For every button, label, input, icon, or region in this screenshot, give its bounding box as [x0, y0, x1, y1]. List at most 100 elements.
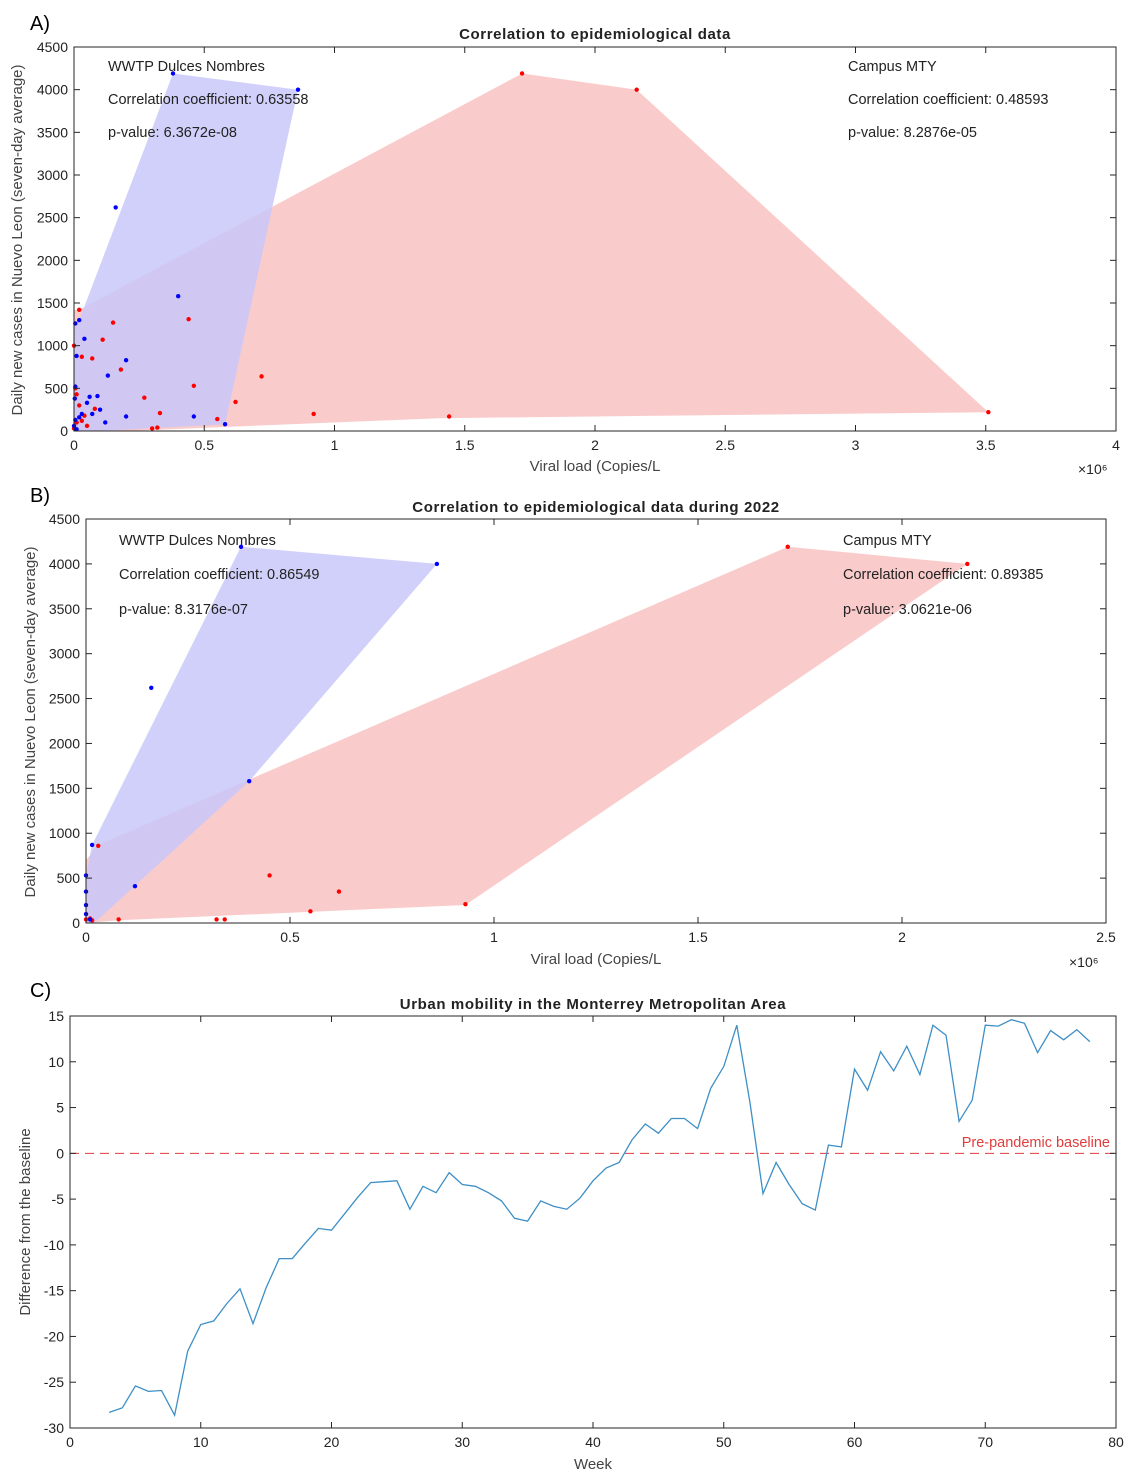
panel-a-y-tick-label: 1500: [37, 295, 68, 311]
b-point-wwtp: [87, 917, 93, 922]
panel-c-x-tick-label: 80: [1108, 1434, 1124, 1450]
panel-b-y-axis-label: Daily new cases in Nuevo Leon (seven-day…: [22, 546, 39, 897]
a-point-campus: [77, 403, 82, 408]
a-point-wwtp: [222, 421, 228, 427]
a-point-wwtp: [97, 407, 103, 412]
a-point-campus: [634, 87, 639, 92]
panel-b-wwtp-coefficient: Correlation coefficient: 0.86549: [119, 567, 319, 583]
b-point-wwtp: [89, 842, 95, 848]
panel-c-y-tick-label: -20: [44, 1328, 64, 1344]
a-point-campus: [77, 307, 82, 313]
panel-b-x-tick-label: 2.5: [1096, 929, 1116, 945]
panel-a-x-tick-label: 0.5: [195, 437, 215, 453]
a-point-campus: [519, 71, 525, 76]
b-point-campus: [965, 561, 970, 567]
panel-c-x-tick-label: 0: [66, 1434, 74, 1450]
a-point-campus: [142, 395, 147, 400]
a-point-campus: [215, 416, 220, 422]
panel-c-y-tick-label: 10: [48, 1054, 64, 1070]
a-point-campus: [311, 411, 316, 417]
b-point-campus: [222, 917, 227, 922]
panel-a-x-tick-label: 1.5: [455, 437, 475, 453]
panel-a-wwtp-coefficient: Correlation coefficient: 0.63558: [108, 92, 308, 108]
panel-a-y-tick-label: 1000: [37, 338, 68, 354]
panel-b-x-axis-label: Viral load (Copies/L: [531, 951, 662, 968]
a-point-wwtp: [77, 317, 82, 323]
a-point-wwtp: [103, 420, 108, 425]
a-point-campus: [110, 320, 116, 325]
panel-a-campus-coefficient: Correlation coefficient: 0.48593: [848, 92, 1048, 108]
a-point-campus: [446, 414, 452, 419]
panel-b: B) 0 0.5 1 1.5 2 2.5 0 500 1000 1500 2000 2500 3000 3…: [22, 485, 1116, 970]
panel-a-y-tick-label: 0: [60, 423, 68, 439]
a-point-wwtp: [90, 411, 95, 417]
panel-b-wwtp-p-value: p-value: 8.3176e-07: [119, 602, 248, 618]
panel-b-y-tick-label: 1000: [49, 825, 80, 841]
panel-c-y-axis-label: Difference from the baseline: [17, 1128, 34, 1315]
a-point-campus: [92, 406, 98, 412]
panel-a-wwtp-group-label: WWTP Dulces Nombres: [108, 59, 265, 75]
panel-a-y-tick-label: 4000: [37, 82, 68, 98]
a-point-wwtp: [295, 87, 301, 92]
panel-b-y-tick-label: 3000: [49, 646, 80, 662]
a-point-wwtp: [123, 414, 129, 419]
panel-a-y-tick-label: 4500: [37, 39, 68, 55]
panel-b-y-tick-label: 4000: [49, 556, 80, 572]
panel-a-wwtp-p-value: p-value: 6.3672e-08: [108, 125, 237, 141]
panel-a-y-tick-label: 3000: [37, 167, 68, 183]
panel-a-y-tick-label: 2000: [37, 252, 68, 268]
b-point-campus: [308, 909, 313, 914]
panel-b-y-tick-label: 1500: [49, 780, 80, 796]
a-point-campus: [74, 392, 79, 397]
panel-c-x-tick-label: 70: [977, 1434, 993, 1450]
a-point-campus: [191, 383, 197, 388]
b-hull-wwtp: [86, 546, 437, 923]
panel-b-x-exponent: ×10⁶: [1069, 954, 1099, 970]
a-point-wwtp: [77, 415, 82, 420]
b-point-campus: [785, 544, 790, 550]
a-point-wwtp: [79, 411, 85, 417]
panel-c-y-tick-label: -30: [44, 1420, 64, 1436]
a-point-wwtp: [87, 394, 92, 400]
panel-b-x-tick-label: 1: [490, 929, 498, 945]
panel-a-y-axis-label: Daily new cases in Nuevo Leon (seven-day…: [9, 64, 26, 415]
b-point-wwtp: [238, 544, 244, 550]
a-point-wwtp: [72, 396, 77, 401]
panel-b-title: Correlation to epidemiological data duri…: [412, 499, 779, 516]
panel-a-campus-p-value: p-value: 8.2876e-05: [848, 125, 977, 141]
a-point-wwtp: [113, 205, 118, 210]
a-point-wwtp: [191, 414, 197, 419]
b-point-campus: [96, 843, 101, 848]
panel-a-x-tick-label: 4: [1112, 437, 1120, 453]
panel-c-x-tick-label: 50: [716, 1434, 732, 1450]
a-point-campus: [84, 423, 90, 429]
panel-b-label: B): [30, 485, 50, 507]
panel-c-y-tick-label: 0: [56, 1145, 64, 1161]
a-point-campus: [79, 354, 85, 359]
panel-a: A) 0 0.5 1 1.5 2 2.5 3 3.5 4 0 500 1000 1500 2000 2500…: [9, 13, 1120, 477]
panel-c-y-tick-label: -5: [52, 1191, 65, 1207]
panel-c-axes-box: [69, 1015, 1117, 1429]
panel-a-x-tick-label: 1: [331, 437, 339, 453]
a-point-campus: [90, 356, 95, 361]
panel-b-x-tick-label: 1.5: [688, 929, 708, 945]
a-point-wwtp: [82, 336, 87, 342]
panel-c-x-tick-label: 10: [193, 1434, 209, 1450]
a-point-campus: [118, 367, 124, 372]
panel-b-wwtp-group-label: WWTP Dulces Nombres: [119, 533, 276, 549]
baseline-label: Pre-pandemic baseline: [962, 1135, 1110, 1151]
b-point-wwtp: [247, 778, 252, 784]
panel-b-y-tick-label: 0: [72, 915, 80, 931]
panel-a-x-tick-label: 3.5: [976, 437, 996, 453]
a-point-campus: [259, 374, 264, 379]
panel-c-y-tick-label: -10: [44, 1237, 64, 1253]
a-point-wwtp: [176, 293, 181, 299]
panel-c-title: Urban mobility in the Monterrey Metropol…: [400, 996, 786, 1013]
panel-c: C) 0 10 20 30 40 50 60 70 80 -30 -25 -20 -15 -10 -5 0 5 1…: [17, 980, 1124, 1473]
panel-c-x-tick-label: 40: [585, 1434, 601, 1450]
panel-c-y-tick-label: -15: [44, 1283, 64, 1299]
panel-a-y-tick-label: 2500: [37, 210, 68, 226]
a-point-wwtp: [105, 373, 111, 378]
panel-c-x-axis-label: Week: [574, 1456, 613, 1473]
